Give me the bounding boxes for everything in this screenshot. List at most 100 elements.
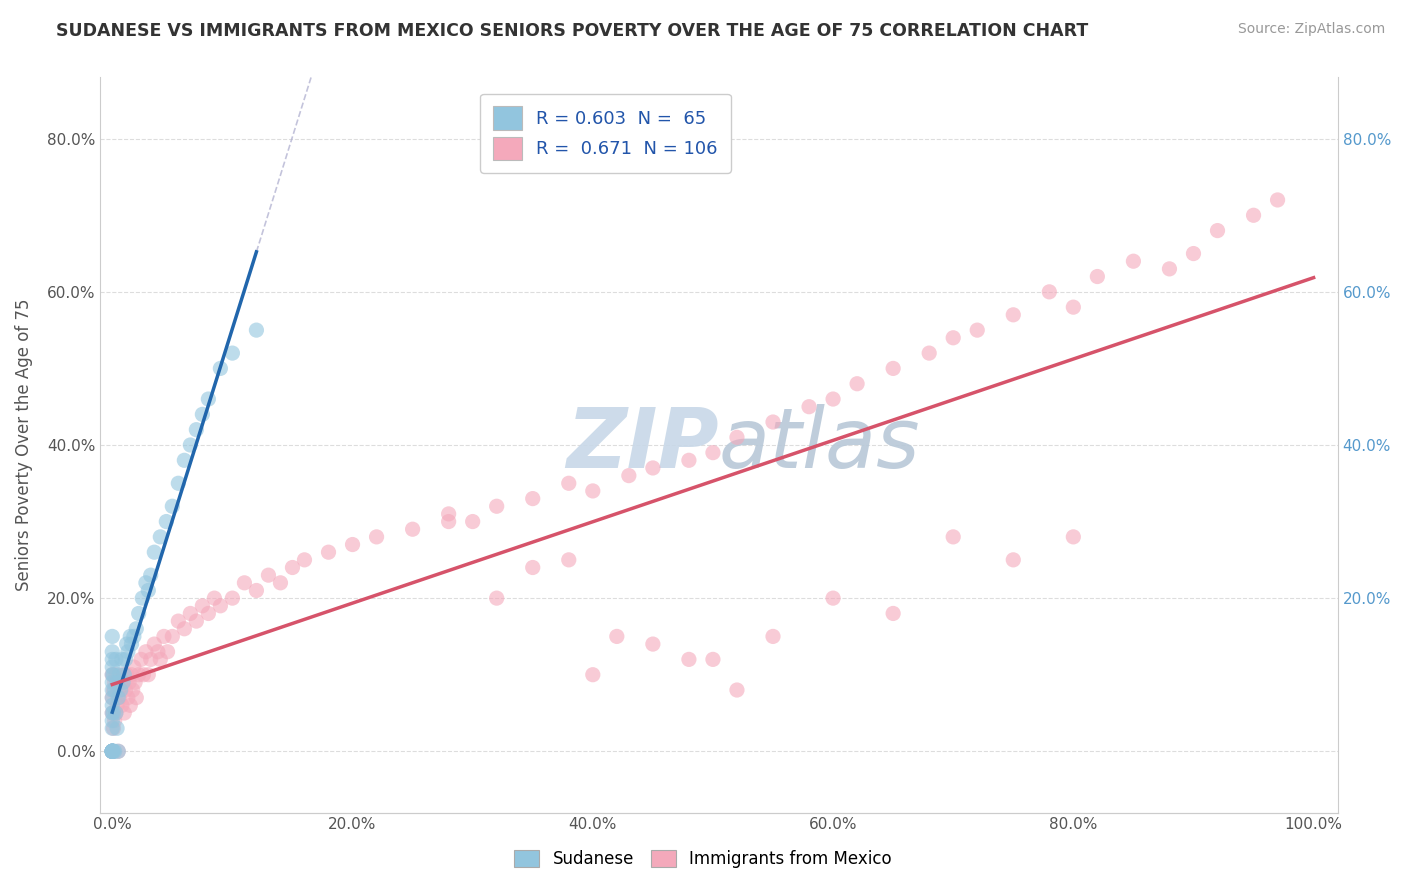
- Point: [107, 744, 129, 758]
- Point: [762, 629, 785, 643]
- Point: [342, 537, 364, 551]
- Point: [966, 323, 988, 337]
- Point: [762, 415, 785, 429]
- Point: [202, 591, 225, 606]
- Point: [606, 629, 628, 643]
- Point: [101, 660, 124, 674]
- Point: [136, 583, 159, 598]
- Point: [112, 706, 135, 720]
- Point: [135, 575, 157, 590]
- Point: [139, 652, 162, 666]
- Point: [101, 744, 124, 758]
- Point: [678, 652, 700, 666]
- Point: [173, 453, 195, 467]
- Point: [107, 683, 129, 698]
- Point: [128, 607, 150, 621]
- Point: [101, 744, 124, 758]
- Point: [522, 560, 544, 574]
- Point: [1206, 224, 1229, 238]
- Point: [101, 744, 124, 758]
- Point: [179, 438, 201, 452]
- Point: [136, 667, 159, 681]
- Point: [105, 675, 128, 690]
- Point: [797, 400, 820, 414]
- Point: [101, 675, 124, 690]
- Y-axis label: Seniors Poverty Over the Age of 75: Seniors Poverty Over the Age of 75: [15, 299, 32, 591]
- Point: [558, 553, 581, 567]
- Point: [143, 545, 166, 559]
- Point: [108, 667, 131, 681]
- Point: [101, 683, 124, 698]
- Point: [245, 583, 267, 598]
- Point: [641, 461, 664, 475]
- Point: [318, 545, 340, 559]
- Point: [702, 652, 724, 666]
- Point: [401, 522, 423, 536]
- Point: [101, 698, 124, 713]
- Point: [115, 637, 138, 651]
- Text: SUDANESE VS IMMIGRANTS FROM MEXICO SENIORS POVERTY OVER THE AGE OF 75 CORRELATIO: SUDANESE VS IMMIGRANTS FROM MEXICO SENIO…: [56, 22, 1088, 40]
- Point: [105, 721, 128, 735]
- Point: [107, 690, 129, 705]
- Point: [139, 568, 162, 582]
- Point: [1062, 300, 1084, 314]
- Point: [221, 591, 243, 606]
- Point: [101, 690, 124, 705]
- Point: [104, 744, 127, 758]
- Point: [105, 698, 128, 713]
- Point: [101, 667, 124, 681]
- Point: [1159, 261, 1181, 276]
- Point: [117, 645, 139, 659]
- Point: [942, 530, 965, 544]
- Legend: R = 0.603  N =  65, R =  0.671  N = 106: R = 0.603 N = 65, R = 0.671 N = 106: [481, 94, 731, 173]
- Point: [167, 614, 190, 628]
- Point: [101, 744, 124, 758]
- Point: [101, 706, 124, 720]
- Point: [110, 683, 132, 698]
- Point: [121, 683, 143, 698]
- Point: [101, 721, 124, 735]
- Point: [918, 346, 941, 360]
- Point: [582, 483, 605, 498]
- Point: [1038, 285, 1060, 299]
- Point: [437, 507, 460, 521]
- Point: [257, 568, 280, 582]
- Point: [209, 599, 232, 613]
- Point: [186, 614, 208, 628]
- Point: [128, 667, 150, 681]
- Point: [1122, 254, 1144, 268]
- Point: [101, 645, 124, 659]
- Point: [146, 645, 169, 659]
- Point: [143, 637, 166, 651]
- Point: [101, 744, 124, 758]
- Point: [101, 744, 124, 758]
- Point: [1182, 246, 1205, 260]
- Point: [101, 667, 124, 681]
- Point: [121, 667, 143, 681]
- Point: [101, 744, 124, 758]
- Point: [112, 667, 135, 681]
- Point: [104, 675, 127, 690]
- Point: [114, 652, 136, 666]
- Point: [156, 645, 179, 659]
- Point: [1243, 208, 1265, 222]
- Point: [882, 361, 904, 376]
- Point: [101, 690, 124, 705]
- Point: [101, 744, 124, 758]
- Point: [485, 500, 508, 514]
- Point: [120, 698, 142, 713]
- Point: [110, 675, 132, 690]
- Point: [191, 599, 214, 613]
- Point: [131, 591, 153, 606]
- Point: [104, 683, 127, 698]
- Point: [101, 714, 124, 728]
- Point: [125, 690, 148, 705]
- Point: [111, 652, 134, 666]
- Point: [209, 361, 232, 376]
- Point: [114, 683, 136, 698]
- Point: [245, 323, 267, 337]
- Point: [823, 392, 845, 406]
- Point: [162, 629, 184, 643]
- Point: [1002, 553, 1025, 567]
- Point: [1267, 193, 1289, 207]
